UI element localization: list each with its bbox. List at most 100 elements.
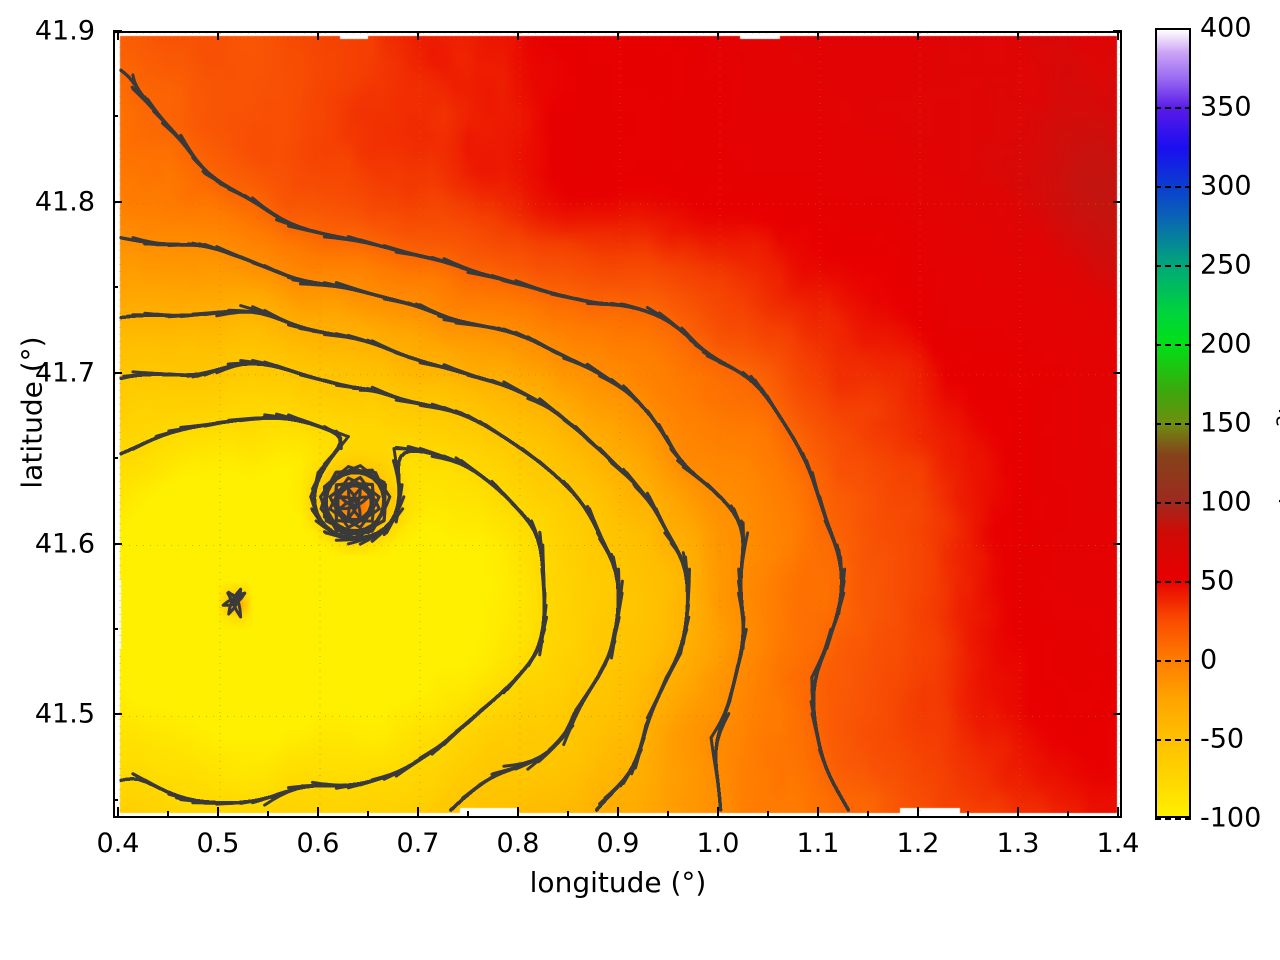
contour-line [143,362,620,812]
contour-line [818,748,850,812]
contour-line [239,304,690,812]
x-tickmark [317,807,319,816]
contour-line [570,423,690,812]
contour-line [595,551,690,812]
contour-line [430,255,850,812]
y-minor-tickmark [113,30,118,32]
contour-line [449,712,576,812]
x-tick-label: 0.6 [296,828,340,859]
x-tickmark-top [917,31,919,40]
contour-line [622,302,850,812]
colorbar-tick-label: 250 [1200,249,1252,281]
x-minor-tickmark [767,811,769,816]
contour-line [449,443,620,812]
x-tickmark [917,807,919,816]
contour-line [119,579,546,805]
contour-line [416,254,850,812]
contour-line [119,416,546,725]
colorbar-tickmark [1155,739,1191,741]
colorbar-tick-label: 150 [1200,407,1252,439]
contour-line [574,425,690,812]
contour-line [595,555,690,812]
contour-line [167,362,620,812]
contour-line [119,309,690,785]
x-tick-label: 0.9 [596,828,640,859]
contour-line [595,531,690,812]
contour-line [322,378,620,812]
contour-line [449,519,620,812]
contour-line [179,362,620,812]
contour-line [119,309,690,806]
contour-line [669,447,745,812]
contour-line [595,676,668,812]
contour-line [657,311,850,812]
x-tick-label: 1.0 [696,828,740,859]
contour-line [346,333,690,812]
contour-line [185,145,850,812]
contour-line [131,309,690,812]
contour-line [760,386,850,812]
contour-line [661,314,850,812]
y-tickmark-right [1113,200,1122,203]
colorbar-tick-label: 0 [1200,644,1218,676]
colorbar-tickmark [1155,265,1191,267]
contour-line [251,196,850,812]
contour-line [143,95,850,812]
contour-line [119,68,844,619]
contour-line [119,309,690,646]
contour-line [582,435,690,812]
y-minor-tickmark [113,371,118,374]
y-tick-label: 41.5 [34,698,95,730]
contour-line [119,416,342,499]
x-tickmark-top [1117,31,1119,40]
contour-line [350,499,362,520]
contour-line [449,531,620,812]
contour-line [714,603,745,812]
x-tickmark-top [617,31,619,40]
x-minor-tickmark [267,811,269,816]
contour-line [119,434,546,805]
contour-line [449,423,620,812]
x-minor-tickmark [567,811,569,816]
contour-line [783,423,850,812]
contour-line [406,301,745,812]
contour-line [119,416,546,790]
colorbar-tick-label: 300 [1200,170,1252,202]
contour-line [179,133,850,812]
contour-line [459,266,850,812]
contour-line [705,482,745,812]
contour-line [449,567,621,812]
contour-line [119,603,548,805]
contour-line [155,362,620,812]
contour-line [753,378,850,812]
contour-line [454,369,690,812]
x-minor-tickmark [167,811,169,816]
colorbar-tick-label: 100 [1200,486,1252,518]
contour-line [514,330,745,812]
contour-line [595,446,690,812]
x-tickmark [217,807,219,816]
contour-line [709,736,723,812]
contour-line [119,416,546,787]
colorbar-tick-label: -100 [1200,802,1262,834]
contour-line [131,236,745,812]
contour-line [478,272,850,812]
contour-line [298,373,620,812]
contour-line [310,329,690,812]
contour-line [119,506,546,805]
contour-line [119,416,546,756]
y-tickmark-right [1113,542,1122,545]
contour-line [810,676,850,812]
y-minor-tickmark [113,286,118,289]
contour-line [324,471,386,538]
contour-line [119,416,546,770]
contour-line [550,349,745,812]
contour-line [454,262,850,812]
contour-line [595,541,690,812]
contour-line [119,309,690,794]
contour-line [322,333,690,812]
contour-line [119,416,546,787]
colorbar-tick-label: 200 [1200,328,1252,360]
contour-line [562,418,690,812]
x-tickmark [1117,807,1119,816]
